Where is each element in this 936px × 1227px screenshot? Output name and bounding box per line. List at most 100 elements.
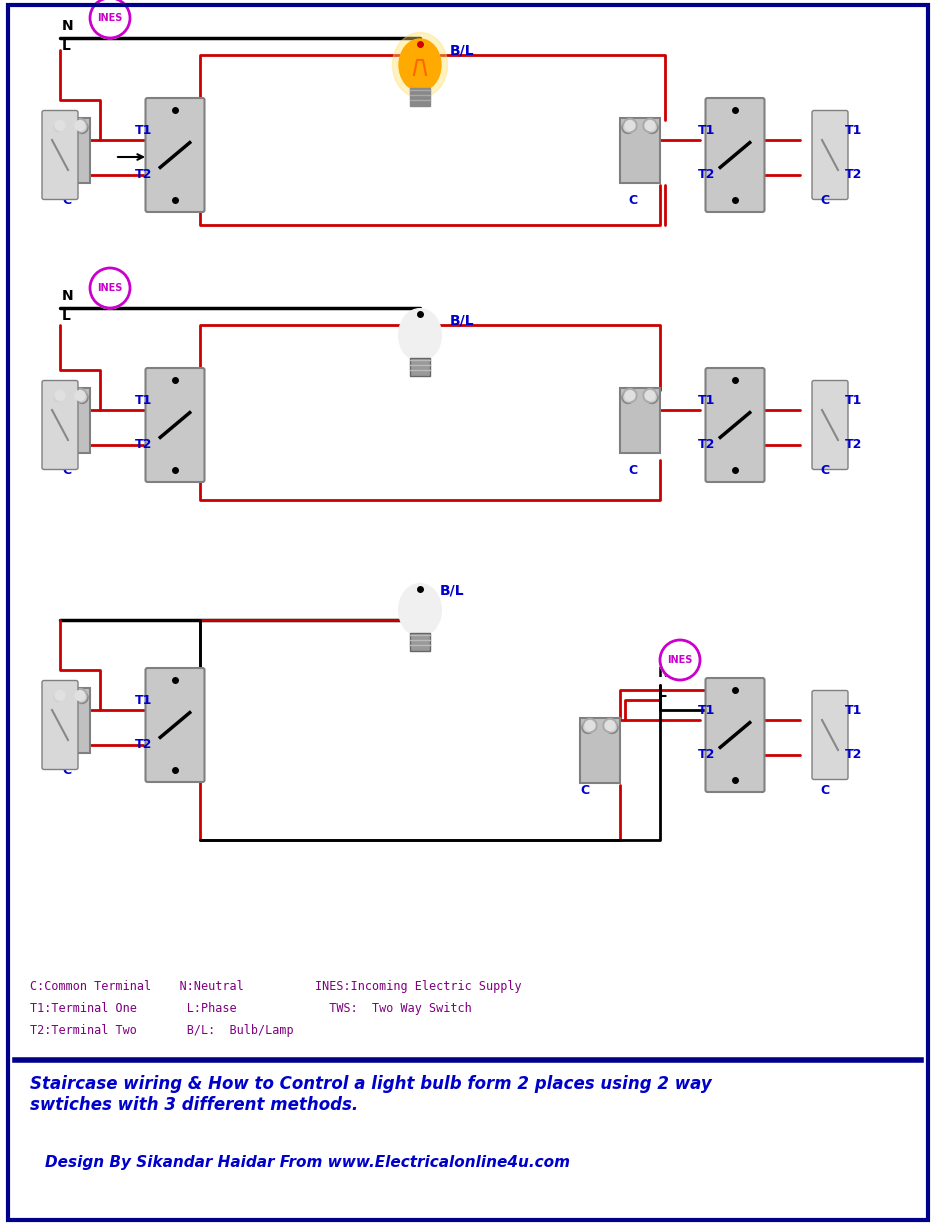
Circle shape (52, 692, 64, 703)
FancyBboxPatch shape (145, 98, 204, 212)
Text: T1: T1 (135, 693, 153, 707)
Text: INES: INES (97, 13, 123, 23)
Circle shape (643, 389, 657, 402)
Circle shape (55, 691, 65, 701)
FancyBboxPatch shape (812, 380, 848, 470)
Circle shape (90, 267, 130, 308)
Text: T2: T2 (845, 168, 862, 182)
FancyBboxPatch shape (706, 368, 765, 482)
Circle shape (625, 120, 635, 130)
FancyBboxPatch shape (42, 380, 78, 470)
FancyBboxPatch shape (812, 691, 848, 779)
Ellipse shape (399, 309, 441, 361)
Circle shape (583, 719, 597, 733)
Text: T1: T1 (698, 703, 715, 717)
FancyBboxPatch shape (145, 368, 204, 482)
FancyBboxPatch shape (706, 679, 765, 791)
Circle shape (73, 389, 87, 402)
Circle shape (52, 121, 64, 134)
Circle shape (55, 390, 65, 400)
Circle shape (648, 124, 656, 131)
Circle shape (603, 719, 617, 733)
Circle shape (625, 390, 635, 400)
FancyBboxPatch shape (42, 681, 78, 769)
Circle shape (55, 120, 65, 130)
Text: C: C (62, 194, 71, 206)
Text: L: L (62, 39, 71, 53)
Text: N: N (62, 18, 74, 33)
Bar (410, 358, 430, 375)
Text: C: C (62, 763, 71, 777)
Text: B/L: B/L (450, 313, 475, 328)
Text: T1: T1 (698, 394, 715, 406)
Circle shape (76, 391, 88, 404)
Circle shape (645, 390, 655, 400)
Bar (620, 118, 660, 183)
Circle shape (605, 720, 615, 730)
Circle shape (623, 119, 637, 133)
Circle shape (585, 720, 595, 730)
Ellipse shape (399, 39, 441, 91)
Bar (580, 718, 620, 783)
Circle shape (646, 391, 658, 404)
Text: T2: T2 (698, 438, 715, 452)
Circle shape (646, 121, 658, 134)
Text: T2:Terminal Two       B/L:  Bulb/Lamp: T2:Terminal Two B/L: Bulb/Lamp (30, 1025, 294, 1037)
Text: T1: T1 (845, 394, 862, 406)
Circle shape (78, 693, 86, 702)
Bar (50, 118, 90, 183)
Text: C: C (628, 464, 637, 476)
Text: INES: INES (667, 655, 693, 665)
Circle shape (73, 119, 87, 133)
FancyBboxPatch shape (145, 667, 204, 782)
Circle shape (623, 389, 637, 402)
Text: T1: T1 (845, 703, 862, 717)
Text: L: L (658, 686, 666, 699)
Text: N: N (62, 290, 74, 303)
Bar (620, 388, 660, 453)
FancyBboxPatch shape (706, 98, 765, 212)
Text: INES: INES (97, 283, 123, 293)
Circle shape (90, 0, 130, 38)
Circle shape (53, 688, 67, 703)
Text: C: C (820, 784, 829, 796)
Circle shape (54, 693, 62, 702)
Bar (410, 633, 430, 652)
Ellipse shape (392, 32, 447, 97)
Bar (50, 388, 90, 453)
Circle shape (75, 390, 85, 400)
Text: B/L: B/L (450, 43, 475, 56)
Circle shape (54, 124, 62, 131)
Circle shape (643, 119, 657, 133)
Circle shape (78, 124, 86, 131)
FancyBboxPatch shape (812, 110, 848, 200)
Text: T1: T1 (845, 124, 862, 136)
Text: C: C (628, 194, 637, 206)
Circle shape (622, 391, 634, 404)
Circle shape (645, 120, 655, 130)
Bar (50, 687, 90, 752)
Circle shape (75, 120, 85, 130)
Text: T2: T2 (698, 168, 715, 182)
Circle shape (53, 389, 67, 402)
Text: T1:Terminal One       L:Phase             TWS:  Two Way Switch: T1:Terminal One L:Phase TWS: Two Way Swi… (30, 1002, 472, 1015)
Text: B/L: B/L (440, 583, 464, 598)
FancyBboxPatch shape (42, 110, 78, 200)
Circle shape (624, 124, 632, 131)
Text: C: C (820, 464, 829, 476)
Circle shape (73, 688, 87, 703)
Text: T2: T2 (698, 748, 715, 762)
Circle shape (660, 640, 700, 680)
Text: T1: T1 (698, 124, 715, 136)
Text: C: C (580, 784, 589, 796)
Circle shape (78, 394, 86, 401)
Circle shape (76, 121, 88, 134)
Circle shape (54, 394, 62, 401)
Circle shape (584, 724, 592, 731)
Circle shape (76, 692, 88, 703)
Text: L: L (62, 309, 71, 323)
Circle shape (648, 394, 656, 401)
Text: N: N (658, 666, 669, 680)
Text: Staircase wiring & How to Control a light bulb form 2 places using 2 way
swtiche: Staircase wiring & How to Control a ligh… (30, 1075, 711, 1114)
Text: T2: T2 (135, 739, 153, 751)
